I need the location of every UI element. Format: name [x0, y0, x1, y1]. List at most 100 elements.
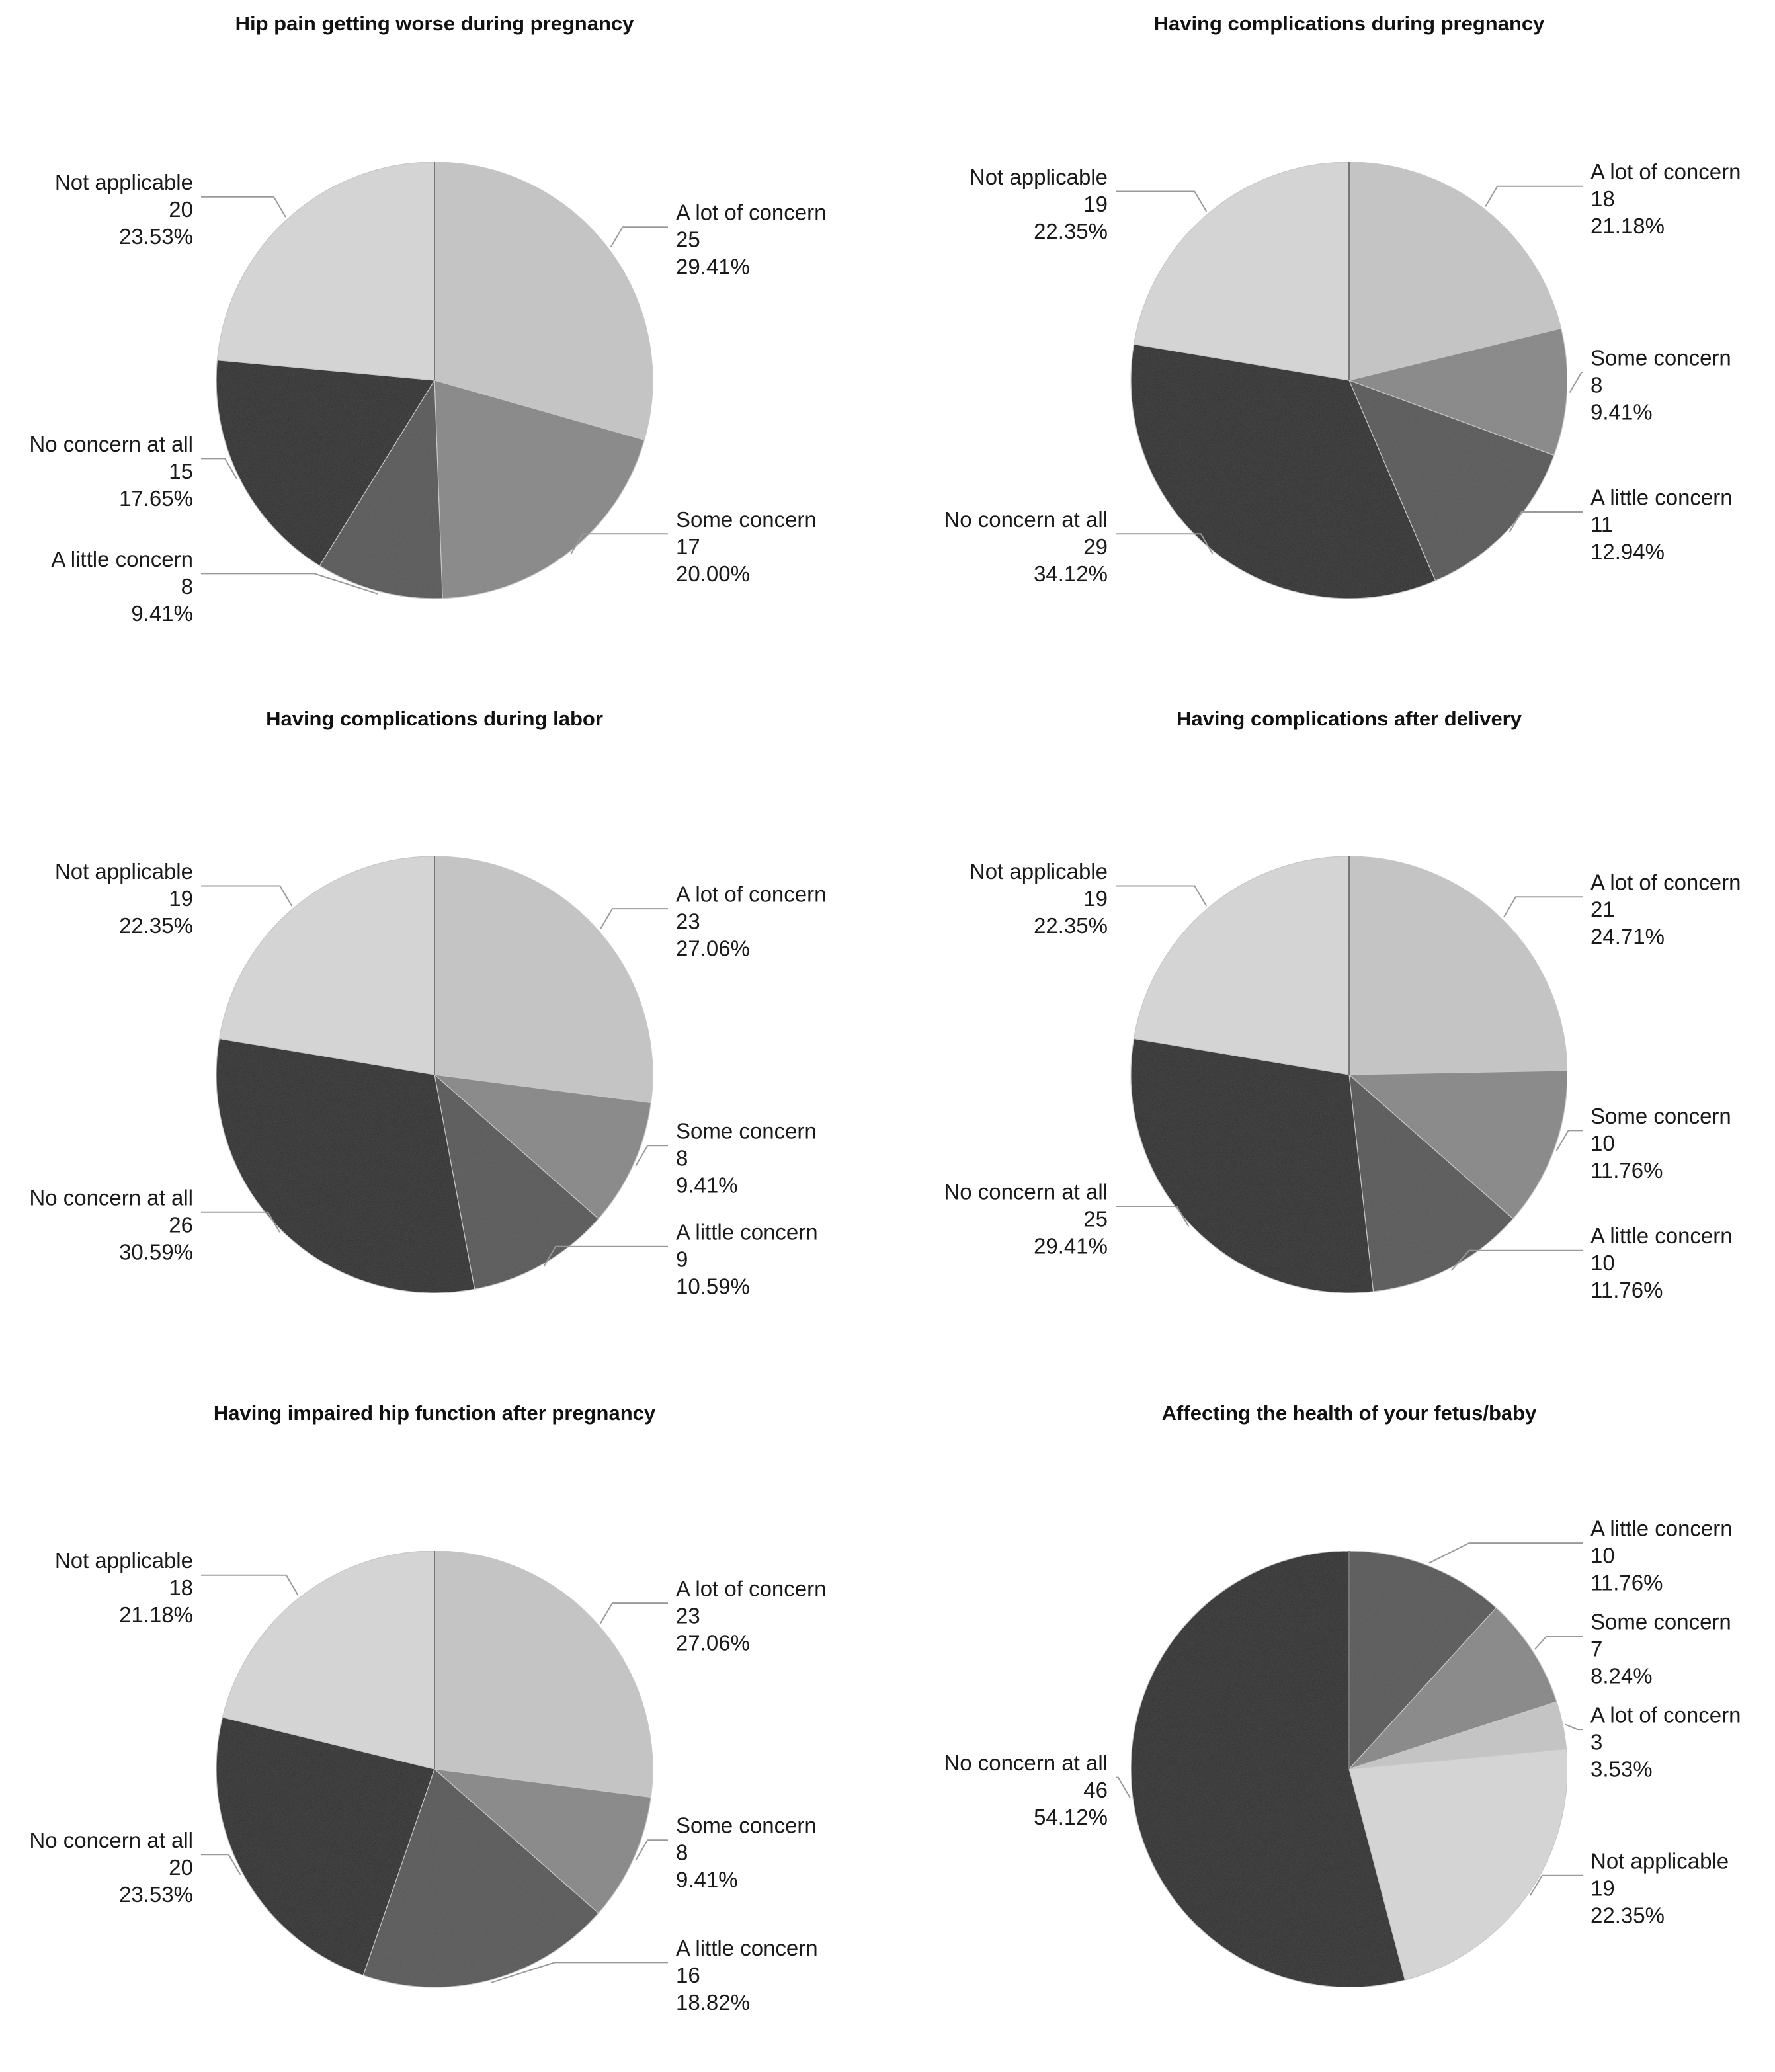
leader-line — [201, 1854, 241, 1876]
pie-chart-3: Having complications during labor A lot o… — [29, 707, 826, 1298]
pie-slice-a-little-concern — [434, 1073, 599, 1290]
slice-count: 46 — [1083, 1778, 1108, 1802]
pie-slice-not-applicable — [1133, 856, 1350, 1075]
leader-line — [1508, 511, 1583, 533]
pie-slice-no-concern-at-all — [1130, 1550, 1406, 1988]
slice-percent: 34.12% — [1034, 561, 1108, 586]
slice-label: Not applicable — [55, 859, 193, 884]
pie-slice-a-lot-of-concern — [434, 856, 653, 1104]
pie-slice-no-concern-at-all — [1130, 343, 1436, 599]
slice-label: A lot of concern — [676, 882, 826, 907]
slice-percent: 22.35% — [1590, 1903, 1665, 1927]
slice-percent: 10.59% — [676, 1274, 750, 1298]
slice-percent: 23.53% — [119, 1882, 193, 1907]
slice-label: Some concern — [676, 1119, 817, 1143]
leader-line — [1534, 1636, 1583, 1650]
slice-percent: 3.53% — [1590, 1757, 1653, 1782]
slice-percent: 21.18% — [1590, 214, 1665, 238]
pie-chart-2: Having complications during pregnancy A l… — [944, 12, 1741, 599]
pie-slice-some-concern — [1347, 327, 1568, 456]
slice-percent: 9.41% — [676, 1173, 738, 1198]
slice-percent: 29.41% — [676, 255, 750, 279]
slice-count: 16 — [676, 1963, 700, 1987]
pie-slice-a-little-concern — [1348, 379, 1555, 581]
slice-label: A little concern — [676, 1936, 818, 1960]
slice-label: Some concern — [676, 507, 817, 532]
slice-count: 8 — [181, 574, 193, 599]
leader-line — [201, 1211, 280, 1233]
slice-label: No concern at all — [944, 1751, 1108, 1775]
pie-slice-not-applicable — [222, 1550, 435, 1770]
pie-slice-no-concern-at-all — [216, 1038, 475, 1294]
slice-percent: 24.71% — [1590, 925, 1665, 949]
slice-percent: 11.76% — [1590, 1278, 1663, 1302]
slice-percent: 8.24% — [1590, 1664, 1653, 1688]
slice-label: A lot of concern — [676, 1577, 826, 1601]
pie-chart-6: Affecting the health of your fetus/baby A… — [944, 1401, 1741, 1988]
slice-count: 18 — [169, 1575, 193, 1600]
slice-label: A little concern — [676, 1220, 818, 1244]
slice-count: 23 — [676, 909, 700, 934]
pie-slice-a-lot-of-concern — [434, 1550, 653, 1798]
slice-percent: 22.35% — [1034, 913, 1108, 938]
pie-slice-a-little-concern — [319, 379, 443, 599]
pie-slice-a-lot-of-concern — [434, 161, 653, 441]
pie-slice-some-concern — [434, 380, 645, 599]
leader-line — [610, 226, 668, 248]
slice-label: A little concern — [51, 547, 193, 571]
slice-count: 19 — [1083, 886, 1108, 911]
leader-line — [1503, 896, 1583, 918]
chart-title: Having complications during labor — [266, 707, 603, 730]
slice-count: 15 — [169, 459, 193, 483]
slice-percent: 22.35% — [119, 913, 193, 938]
slice-count: 18 — [1590, 186, 1615, 211]
slice-count: 20 — [169, 197, 193, 222]
slice-percent: 27.06% — [676, 936, 750, 961]
pie-slice-no-concern-at-all — [216, 359, 436, 567]
slice-label: No concern at all — [29, 1828, 193, 1852]
leader-line — [1116, 885, 1208, 907]
slice-label: Not applicable — [1590, 1848, 1729, 1873]
slice-percent: 9.41% — [131, 601, 193, 626]
slice-percent: 9.41% — [676, 1868, 738, 1892]
pie-slice-a-lot-of-concern — [1348, 161, 1562, 381]
slice-label: No concern at all — [944, 1180, 1108, 1204]
slice-count: 21 — [1590, 897, 1615, 922]
pie-slice-not-applicable — [218, 856, 435, 1075]
leader-line — [543, 1245, 668, 1267]
slice-percent: 54.12% — [1034, 1805, 1108, 1829]
slice-percent: 23.53% — [119, 224, 193, 249]
leader-line — [491, 1962, 668, 1983]
slice-percent: 12.94% — [1590, 540, 1665, 564]
slice-label: A lot of concern — [676, 200, 826, 225]
slice-count: 9 — [676, 1247, 688, 1271]
pie-chart-5: Having impaired hip function after pregn… — [29, 1401, 826, 2014]
slice-count: 23 — [676, 1604, 700, 1628]
slice-count: 19 — [1590, 1876, 1615, 1900]
pie-slice-no-concern-at-all — [216, 1716, 435, 1976]
slice-percent: 20.00% — [676, 561, 750, 586]
leader-line — [1116, 190, 1208, 212]
slice-label: Not applicable — [970, 165, 1108, 189]
leader-line — [1565, 1723, 1583, 1731]
slice-percent: 29.41% — [1034, 1234, 1108, 1259]
pie-slice-not-applicable — [1133, 161, 1350, 381]
slice-percent: 11.76% — [1590, 1158, 1663, 1182]
slice-count: 29 — [1083, 534, 1108, 559]
slice-label: No concern at all — [944, 507, 1108, 532]
slice-percent: 30.59% — [119, 1239, 193, 1264]
pie-slice-not-applicable — [216, 161, 435, 381]
slice-count: 25 — [1083, 1207, 1108, 1231]
slice-count: 17 — [676, 534, 700, 559]
slice-count: 10 — [1590, 1544, 1615, 1568]
slice-percent: 11.76% — [1590, 1571, 1663, 1595]
leader-line — [1116, 1776, 1131, 1798]
chart-title: Having impaired hip function after pregn… — [214, 1401, 656, 1425]
leader-line — [635, 1839, 668, 1861]
leader-line — [201, 885, 293, 907]
leader-line — [1116, 533, 1214, 555]
slice-count: 3 — [1590, 1730, 1602, 1755]
slice-label: No concern at all — [29, 432, 193, 456]
leader-line — [600, 1602, 668, 1624]
